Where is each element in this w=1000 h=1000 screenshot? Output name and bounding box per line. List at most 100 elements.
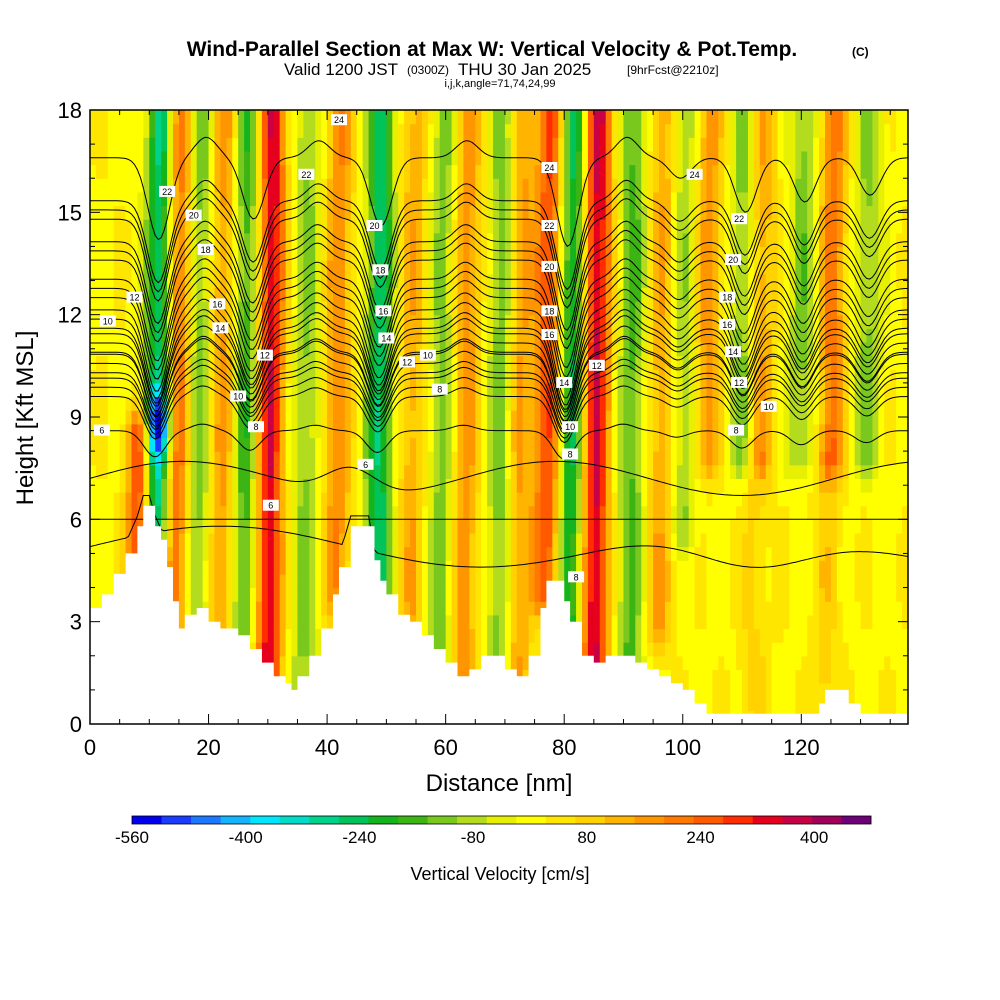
heatmap-cell (457, 437, 465, 452)
heatmap-cell (499, 246, 506, 261)
heatmap-cell (172, 191, 180, 207)
heatmap-cell (700, 560, 708, 575)
heatmap-cell (682, 478, 690, 493)
heatmap-cell (433, 287, 441, 302)
heatmap-cell (641, 246, 648, 261)
heatmap-cell (333, 137, 340, 152)
heatmap-cell (350, 341, 358, 357)
heatmap-cell (267, 628, 275, 643)
heatmap-cell (380, 287, 387, 302)
heatmap-cell (279, 560, 287, 575)
heatmap-cell (516, 287, 524, 302)
heatmap-cell (736, 492, 743, 507)
heatmap-cell (623, 614, 631, 630)
heatmap-cell (161, 314, 168, 329)
heatmap-cell (493, 341, 500, 357)
heatmap-cell (694, 478, 702, 493)
heatmap-cell (327, 355, 334, 370)
heatmap-cell (623, 396, 631, 411)
heatmap-cell (706, 396, 713, 411)
heatmap-cell (392, 191, 399, 207)
heatmap-cell (647, 587, 654, 602)
heatmap-cell (712, 464, 719, 479)
heatmap-cell (653, 369, 660, 384)
heatmap-cell (487, 614, 494, 630)
heatmap-cell (273, 110, 281, 125)
heatmap-cell (380, 560, 387, 575)
heatmap-cell (510, 505, 518, 520)
heatmap-cell (267, 341, 275, 357)
heatmap-cell (273, 164, 281, 179)
heatmap-cell (469, 164, 476, 179)
heatmap-cell (90, 219, 97, 234)
heatmap-cell (279, 287, 287, 302)
heatmap-cell (315, 396, 322, 411)
heatmap-cell (499, 123, 506, 138)
heatmap-cell (605, 328, 613, 343)
heatmap-cell (451, 396, 459, 411)
heatmap-cell (688, 219, 696, 234)
heatmap-cell (380, 546, 387, 561)
heatmap-cell (510, 628, 518, 643)
heatmap-cell (730, 273, 737, 288)
heatmap-cell (700, 260, 708, 275)
heatmap-cell (107, 328, 115, 343)
heatmap-cell (647, 396, 654, 411)
heatmap-cell (617, 150, 625, 166)
heatmap-cell (611, 560, 619, 575)
heatmap-cell (587, 314, 595, 329)
heatmap-cell (226, 260, 233, 275)
heatmap-cell (421, 492, 429, 507)
heatmap-cell (641, 301, 648, 316)
heatmap-cell (581, 423, 589, 439)
heatmap-cell (499, 164, 506, 179)
heatmap-cell (659, 301, 666, 316)
heatmap-cell (208, 478, 216, 493)
heatmap-cell (481, 492, 488, 507)
heatmap-cell (350, 287, 358, 302)
heatmap-cell (232, 205, 239, 220)
heatmap-cell (267, 137, 275, 152)
heatmap-cell (202, 410, 210, 425)
heatmap-cell (315, 423, 322, 439)
heatmap-cell (499, 492, 506, 507)
heatmap-cell (629, 560, 636, 575)
heatmap-cell (451, 492, 459, 507)
heatmap-cell (647, 137, 654, 152)
heatmap-cell (131, 273, 139, 288)
heatmap-cell (706, 478, 713, 493)
heatmap-cell (321, 614, 328, 630)
heatmap-cell (493, 191, 500, 207)
heatmap-cell (641, 451, 648, 466)
heatmap-cell (410, 451, 417, 466)
heatmap-cell (315, 546, 322, 561)
heatmap-cell (101, 246, 109, 261)
heatmap-cell (250, 587, 257, 602)
heatmap-cell (659, 642, 666, 657)
heatmap-cell (178, 150, 186, 166)
heatmap-cell (540, 150, 548, 166)
heatmap-cell (297, 587, 304, 602)
heatmap-cell (481, 601, 488, 616)
heatmap-cell (178, 110, 186, 125)
heatmap-cell (220, 219, 227, 234)
heatmap-cell (587, 396, 595, 411)
heatmap-cell (208, 451, 216, 466)
heatmap-cell (356, 273, 364, 288)
heatmap-cell (682, 587, 690, 602)
heatmap-cell (528, 519, 536, 534)
heatmap-cell (137, 273, 144, 288)
heatmap-cell (214, 451, 222, 466)
heatmap-cell (250, 219, 257, 234)
heatmap-cell (445, 396, 453, 411)
heatmap-cell (617, 519, 625, 534)
heatmap-cell (641, 260, 648, 275)
heatmap-cell (196, 546, 204, 561)
heatmap-cell (315, 642, 322, 657)
heatmap-cell (161, 178, 168, 193)
heatmap-cell (374, 191, 382, 207)
heatmap-cell (664, 519, 672, 534)
heatmap-cell (635, 260, 642, 275)
heatmap-cell (641, 601, 648, 616)
heatmap-cell (220, 546, 227, 561)
